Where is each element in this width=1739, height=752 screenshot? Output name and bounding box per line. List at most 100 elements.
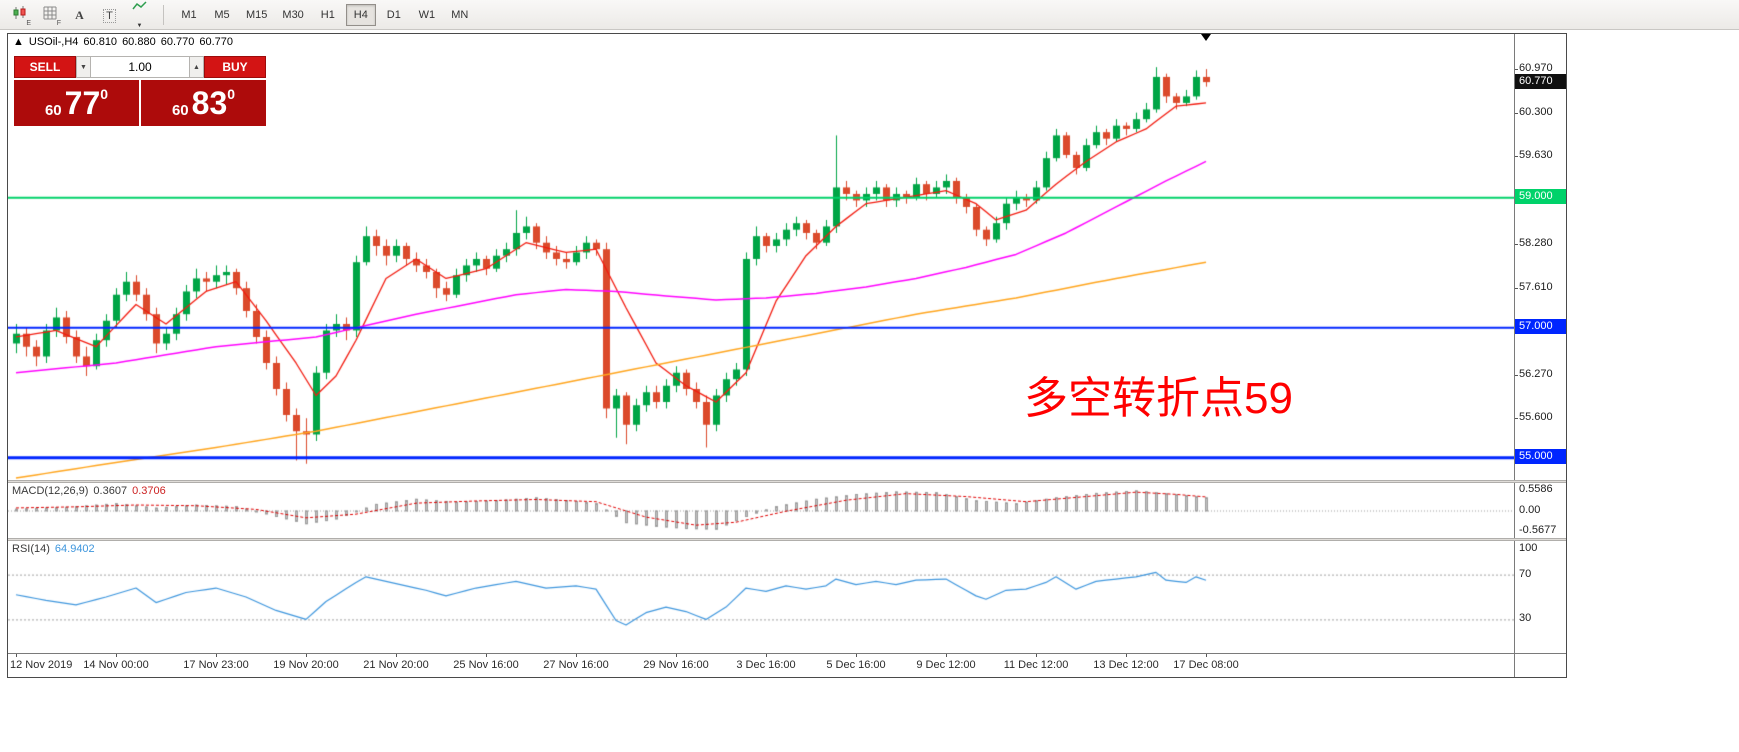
time-tick-mark — [486, 654, 487, 657]
volume-input[interactable] — [91, 56, 189, 78]
time-tick-mark — [306, 654, 307, 657]
buy-price-pip: 0 — [227, 86, 236, 102]
rsi-canvas[interactable] — [8, 541, 1514, 653]
chart-shift-marker-icon — [1201, 34, 1211, 41]
time-label: 3 Dec 16:00 — [736, 659, 796, 671]
rsi-tick-label: 100 — [1519, 542, 1538, 554]
buy-price-int: 60 — [171, 102, 189, 119]
rsi-pane: RSI(14) 64.9402 — [8, 541, 1514, 653]
time-label: 13 Dec 12:00 — [1093, 659, 1159, 671]
timeframe-m15-button[interactable]: M15 — [240, 4, 273, 26]
pane-splitter-2[interactable] — [8, 538, 1566, 541]
macd-tick-label: 0.5586 — [1519, 483, 1553, 495]
buy-button[interactable]: BUY — [204, 56, 266, 78]
time-label: 11 Dec 12:00 — [1003, 659, 1069, 671]
price-tick-mark — [1515, 69, 1518, 70]
toolbar-separator — [163, 4, 164, 25]
time-tick-mark — [766, 654, 767, 657]
time-tick-mark — [216, 654, 217, 657]
text-tool-button[interactable]: A — [66, 3, 93, 27]
time-label: 21 Nov 20:00 — [363, 659, 429, 671]
time-label: 19 Nov 20:00 — [273, 659, 339, 671]
main-chart-pane: ▲ USOil-,H4 60.810 60.880 60.770 60.770 SELL … — [8, 34, 1514, 480]
price-marker-57-000: 57.000 — [1515, 319, 1566, 334]
price-tick-label: 58.280 — [1519, 237, 1553, 249]
grid-tool-button[interactable]: F — [36, 3, 63, 27]
template-tool-button[interactable]: T — [96, 3, 123, 27]
symbol-name: USOil-,H4 — [28, 36, 79, 48]
price-marker-60-770: 60.770 — [1515, 74, 1566, 89]
time-tick-mark — [16, 654, 17, 657]
timeframe-m30-button[interactable]: M30 — [276, 4, 309, 26]
rsi-tick-label: 30 — [1519, 612, 1532, 624]
ohlc-high: 60.880 — [122, 36, 156, 48]
time-label: 25 Nov 16:00 — [453, 659, 519, 671]
price-tick-label: 56.270 — [1519, 368, 1553, 380]
rsi-tick-label: 70 — [1519, 568, 1532, 580]
buy-price-big: 83 — [191, 85, 228, 121]
timeframe-mn-button[interactable]: MN — [445, 4, 475, 26]
macd-name: MACD(12,26,9) — [12, 485, 89, 497]
price-tick-label: 55.600 — [1519, 411, 1553, 423]
timeframe-h4-button[interactable]: H4 — [345, 3, 376, 26]
price-tick-mark — [1515, 156, 1518, 157]
timeframe-m5-button[interactable]: M5 — [207, 4, 237, 26]
grid-tool-icon — [43, 6, 57, 23]
time-axis: 12 Nov 2019 14 Nov 00:00 17 Nov 23:00 19 No… — [8, 653, 1514, 677]
buy-price-display[interactable]: 60 83 0 — [141, 80, 266, 126]
macd-axis: 0.5586 0.00 -0.5677 — [1514, 483, 1566, 538]
time-label: 17 Nov 23:00 — [183, 659, 249, 671]
sell-price-display[interactable]: 60 77 0 — [14, 80, 139, 126]
price-tick-label: 60.300 — [1519, 106, 1553, 118]
time-label: 17 Dec 08:00 — [1173, 659, 1239, 671]
symbol-ohlc-header: ▲ USOil-,H4 60.810 60.880 60.770 60.770 — [13, 36, 238, 48]
macd-value-signal: 0.3706 — [132, 485, 166, 497]
volume-up-button[interactable]: ▲ — [189, 56, 204, 78]
chart-tools-group: E F A T ▼ — [6, 0, 153, 30]
pane-splitter-1[interactable] — [8, 480, 1566, 483]
price-axis: 60.970 60.300 59.630 58.280 57.610 56.270 55.6… — [1514, 34, 1566, 480]
timeframe-m1-button[interactable]: M1 — [174, 4, 204, 26]
ohlc-low: 60.770 — [160, 36, 195, 48]
candlestick-tool-icon — [12, 6, 27, 23]
sell-price-big: 77 — [64, 85, 101, 121]
style-tool-button[interactable]: ▼ — [126, 0, 153, 30]
macd-tick-label: 0.00 — [1519, 504, 1541, 516]
timeframe-h1-button[interactable]: H1 — [313, 4, 343, 26]
macd-canvas[interactable] — [8, 483, 1514, 538]
rsi-axis: 100 70 30 — [1514, 541, 1566, 653]
macd-pane: MACD(12,26,9) 0.3607 0.3706 — [8, 483, 1514, 538]
sell-price-pip: 0 — [100, 86, 109, 102]
ohlc-open: 60.810 — [83, 36, 118, 48]
one-click-trade-panel: SELL ▼ ▲ BUY 60 77 0 60 83 0 — [14, 56, 266, 126]
main-toolbar: E F A T ▼ M1 M5 M15 M30 H1 H4 D1 W1 MN — [0, 0, 1739, 30]
macd-value-main: 0.3607 — [93, 485, 128, 497]
price-tick-mark — [1515, 288, 1518, 289]
price-tick-mark — [1515, 244, 1518, 245]
time-label: 9 Dec 12:00 — [916, 659, 976, 671]
price-marker-55-000: 55.000 — [1515, 449, 1566, 464]
timeframe-d1-button[interactable]: D1 — [379, 4, 409, 26]
volume-down-button[interactable]: ▼ — [76, 56, 91, 78]
rsi-name: RSI(14) — [12, 543, 50, 555]
time-tick-mark — [576, 654, 577, 657]
time-tick-mark — [676, 654, 677, 657]
time-tick-mark — [1036, 654, 1037, 657]
timeframe-w1-button[interactable]: W1 — [412, 4, 442, 26]
time-tick-mark — [1126, 654, 1127, 657]
template-tool-icon: T — [103, 7, 116, 23]
timeframe-group: M1 M5 M15 M30 H1 H4 D1 W1 MN — [174, 3, 475, 26]
text-tool-icon: A — [75, 7, 84, 22]
axis-corner — [1514, 653, 1566, 677]
style-tool-icon: ▼ — [132, 0, 147, 30]
price-tick-label: 59.630 — [1519, 149, 1553, 161]
collapse-arrow-icon[interactable]: ▲ — [13, 36, 24, 48]
chart-window: ▲ USOil-,H4 60.810 60.880 60.770 60.770 SELL … — [7, 33, 1567, 678]
rsi-value: 64.9402 — [54, 543, 95, 555]
time-label: 14 Nov 00:00 — [83, 659, 149, 671]
price-tick-mark — [1515, 375, 1518, 376]
candlestick-tool-button[interactable]: E — [6, 3, 33, 27]
time-tick-mark — [116, 654, 117, 657]
sell-button[interactable]: SELL — [14, 56, 76, 78]
